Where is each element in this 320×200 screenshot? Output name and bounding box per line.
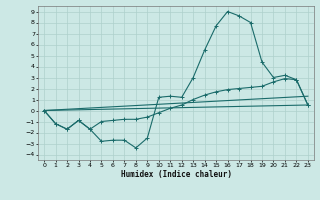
X-axis label: Humidex (Indice chaleur): Humidex (Indice chaleur) <box>121 170 231 179</box>
